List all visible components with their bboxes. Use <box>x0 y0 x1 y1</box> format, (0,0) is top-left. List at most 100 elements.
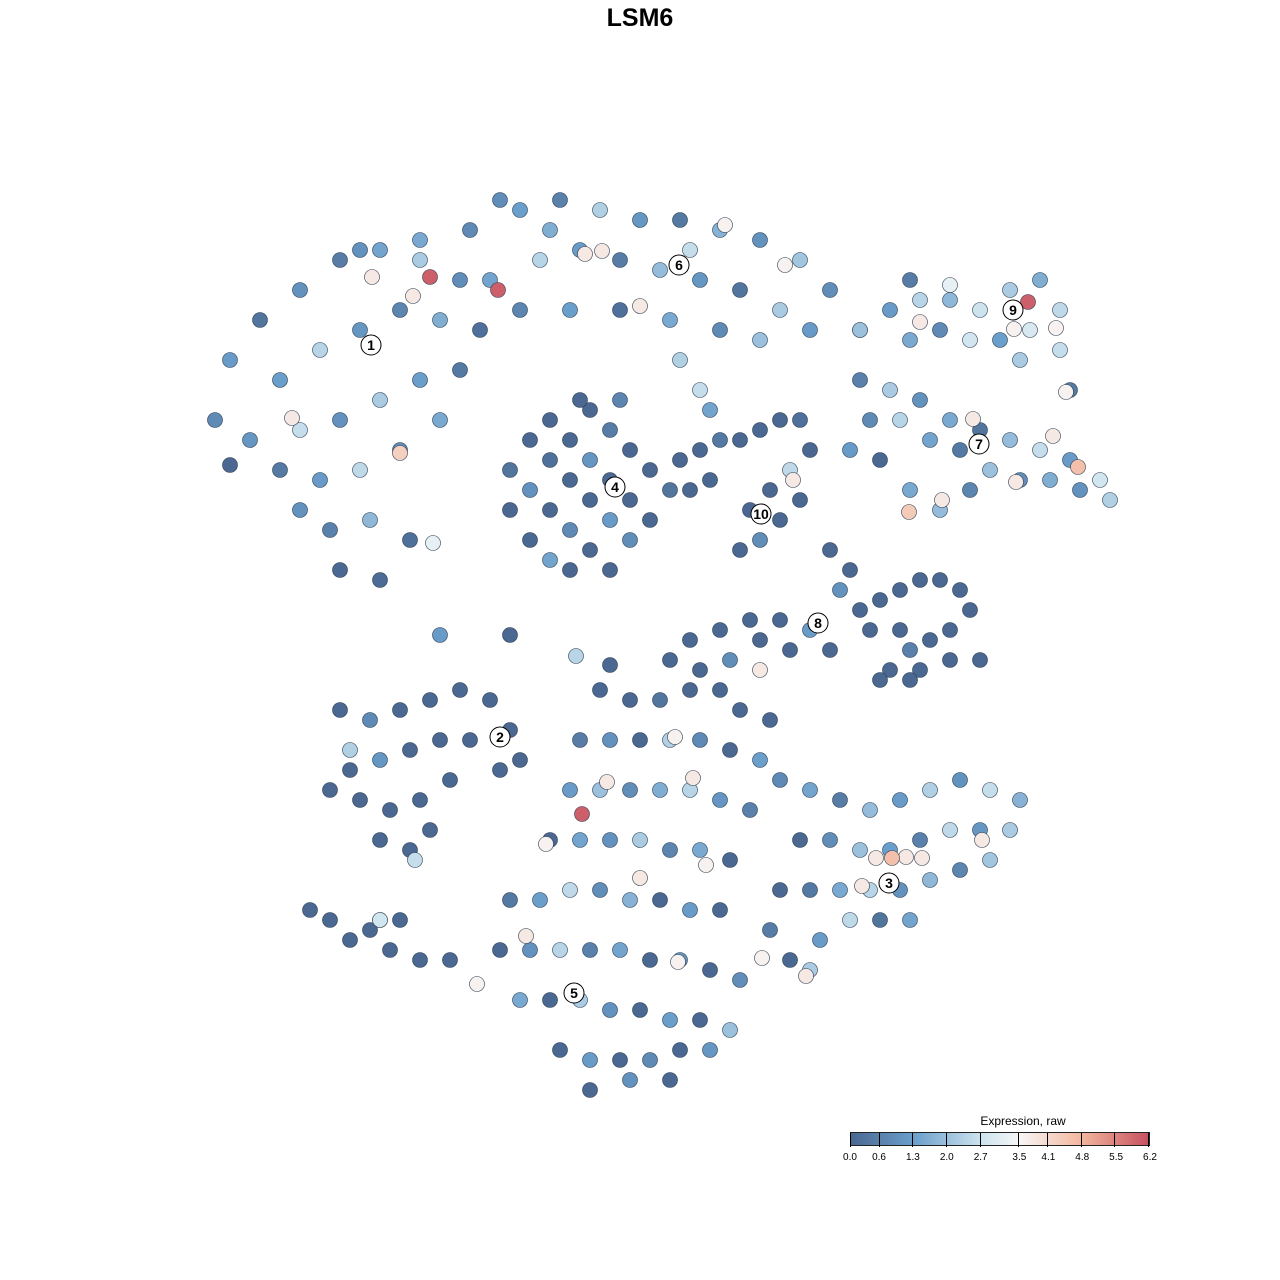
data-point <box>752 332 768 348</box>
data-point <box>322 782 338 798</box>
data-point <box>882 302 898 318</box>
legend-tick-label: 2.7 <box>973 1152 988 1163</box>
data-point <box>382 802 398 818</box>
data-point <box>372 572 388 588</box>
data-point <box>762 712 778 728</box>
data-point <box>962 332 978 348</box>
data-point <box>562 782 578 798</box>
data-point <box>942 622 958 638</box>
data-point <box>912 292 928 308</box>
data-point <box>982 782 998 798</box>
data-point <box>712 622 728 638</box>
data-point <box>662 482 678 498</box>
data-point <box>522 432 538 448</box>
data-point <box>982 462 998 478</box>
cluster-label-5: 5 <box>563 982 585 1004</box>
data-point <box>777 257 793 273</box>
data-point <box>642 462 658 478</box>
data-point <box>482 692 498 708</box>
data-point <box>922 782 938 798</box>
data-point <box>372 832 388 848</box>
data-point <box>492 192 508 208</box>
data-point <box>742 802 758 818</box>
data-point <box>842 912 858 928</box>
data-point <box>422 692 438 708</box>
data-point <box>692 732 708 748</box>
data-point <box>712 682 728 698</box>
data-point <box>522 942 538 958</box>
data-point <box>742 612 758 628</box>
data-point <box>852 842 868 858</box>
data-point <box>342 932 358 948</box>
cluster-label-text: 5 <box>570 985 578 1001</box>
data-point <box>322 522 338 538</box>
data-point <box>732 282 748 298</box>
data-point <box>1058 384 1074 400</box>
data-point <box>1022 322 1038 338</box>
data-point <box>542 412 558 428</box>
data-point <box>592 202 608 218</box>
cluster-label-badge <box>489 726 511 748</box>
data-point <box>432 627 448 643</box>
data-point <box>364 269 380 285</box>
data-point <box>972 302 988 318</box>
data-point <box>942 652 958 668</box>
cluster-label-text: 1 <box>367 337 375 353</box>
cluster-label-3: 3 <box>878 872 900 894</box>
data-point <box>592 882 608 898</box>
data-point <box>852 322 868 338</box>
data-point <box>952 772 968 788</box>
data-point <box>562 472 578 488</box>
data-point <box>772 512 788 528</box>
data-point <box>372 392 388 408</box>
data-point <box>792 252 808 268</box>
data-point <box>912 314 928 330</box>
data-point <box>284 410 300 426</box>
data-point <box>992 332 1008 348</box>
data-point <box>490 282 506 298</box>
data-point <box>752 662 768 678</box>
data-point <box>612 392 628 408</box>
data-point <box>912 392 928 408</box>
data-point <box>562 302 578 318</box>
data-point <box>962 602 978 618</box>
data-point <box>352 462 368 478</box>
data-point <box>582 1082 598 1098</box>
data-point <box>892 412 908 428</box>
data-point <box>472 322 488 338</box>
data-point <box>612 1052 628 1068</box>
data-point <box>407 852 423 868</box>
data-point <box>942 822 958 838</box>
data-point <box>712 322 728 338</box>
data-point <box>902 272 918 288</box>
data-point <box>612 302 628 318</box>
cluster-label-badge <box>668 254 690 276</box>
data-point <box>492 942 508 958</box>
data-point <box>892 582 908 598</box>
color-legend: Expression, raw 0.0 0.6 1.3 2.0 2.7 3.5 4.1 4.8… <box>843 1114 1157 1163</box>
data-point <box>405 288 421 304</box>
cluster-label-7: 7 <box>968 433 990 455</box>
data-point <box>1032 272 1048 288</box>
data-point <box>632 870 648 886</box>
data-point <box>572 732 588 748</box>
legend-tick-label: 4.8 <box>1075 1152 1090 1163</box>
data-point <box>692 442 708 458</box>
data-point <box>872 672 888 688</box>
data-point <box>652 692 668 708</box>
data-point <box>722 742 738 758</box>
cluster-label-text: 3 <box>885 875 893 891</box>
data-point <box>602 562 618 578</box>
data-point <box>392 445 408 461</box>
cluster-label-1: 1 <box>360 334 382 356</box>
data-point <box>922 632 938 648</box>
data-point <box>972 652 988 668</box>
data-point <box>292 282 308 298</box>
data-point <box>518 928 534 944</box>
data-point <box>670 954 686 970</box>
data-point <box>432 312 448 328</box>
data-point <box>542 502 558 518</box>
data-point <box>552 942 568 958</box>
data-point <box>942 412 958 428</box>
data-point <box>622 532 638 548</box>
